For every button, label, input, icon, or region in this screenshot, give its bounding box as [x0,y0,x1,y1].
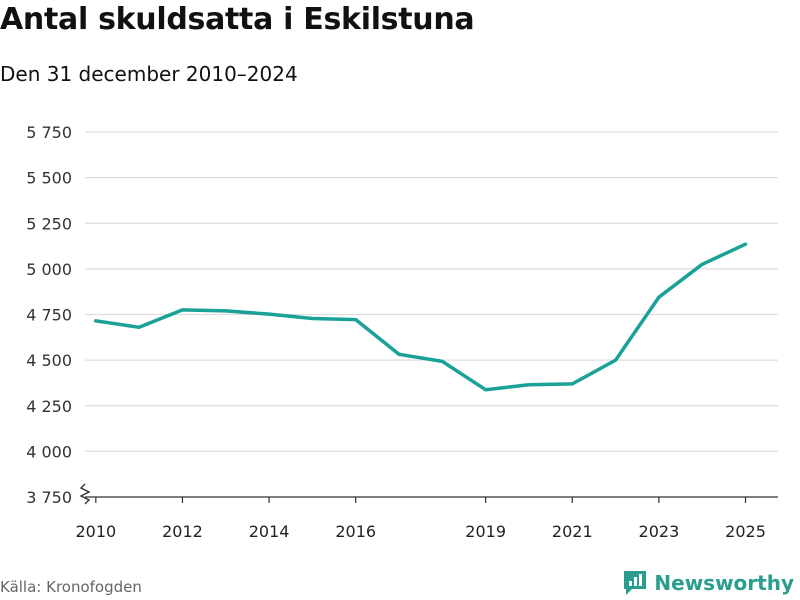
x-tick-label: 2010 [75,522,116,541]
line-chart: 3 750 4 000 4 250 4 500 4 750 5 000 5 250 5 500… [26,123,778,541]
axis-break-icon [79,483,91,505]
x-tick-label: 2021 [552,522,593,541]
data-point [700,262,704,266]
y-tick-label: 5 000 [26,260,72,279]
chart-title: Antal skuldsatta i Eskilstuna [0,2,475,37]
x-tick-label: 2019 [465,522,506,541]
series-line [94,242,748,392]
series-layer [94,242,748,392]
x-axis: 2010 2012 2014 2016 2019 2021 2023 2025 [75,483,778,541]
newsworthy-logo-icon [624,571,647,595]
data-point [94,319,98,323]
y-tick-label: 5 750 [26,123,72,142]
y-tick-label: 4 000 [26,442,72,461]
brand-name: Newsworthy [654,571,794,595]
brand-logo: Newsworthy [622,569,794,597]
x-tick-label: 2016 [335,522,376,541]
data-point [657,295,661,299]
data-point [224,309,228,313]
y-tick-label: 4 500 [26,351,72,370]
data-point [527,383,531,387]
x-tick-label: 2014 [249,522,290,541]
data-point [310,317,314,321]
y-tick-label: 5 500 [26,169,72,188]
data-point [570,382,574,386]
data-point [744,242,748,246]
y-tick-label: 5 250 [26,214,72,233]
source-note: Källa: Kronofogden [0,578,142,596]
x-tick-label: 2025 [725,522,766,541]
y-axis-ticks: 3 750 4 000 4 250 4 500 4 750 5 000 5 250 5 500… [26,123,72,507]
data-point [397,352,401,356]
y-tick-label: 4 750 [26,306,72,325]
y-tick-label: 3 750 [26,488,72,507]
gridlines [85,131,778,452]
x-tick-label: 2023 [639,522,680,541]
data-point [354,318,358,322]
data-point [267,312,271,316]
data-point [484,388,488,392]
data-point [440,359,444,363]
data-point [137,325,141,329]
x-tick-label: 2012 [162,522,203,541]
y-tick-label: 4 250 [26,397,72,416]
chart-subtitle: Den 31 december 2010–2024 [0,62,298,86]
data-point [180,308,184,312]
data-point [614,358,618,362]
